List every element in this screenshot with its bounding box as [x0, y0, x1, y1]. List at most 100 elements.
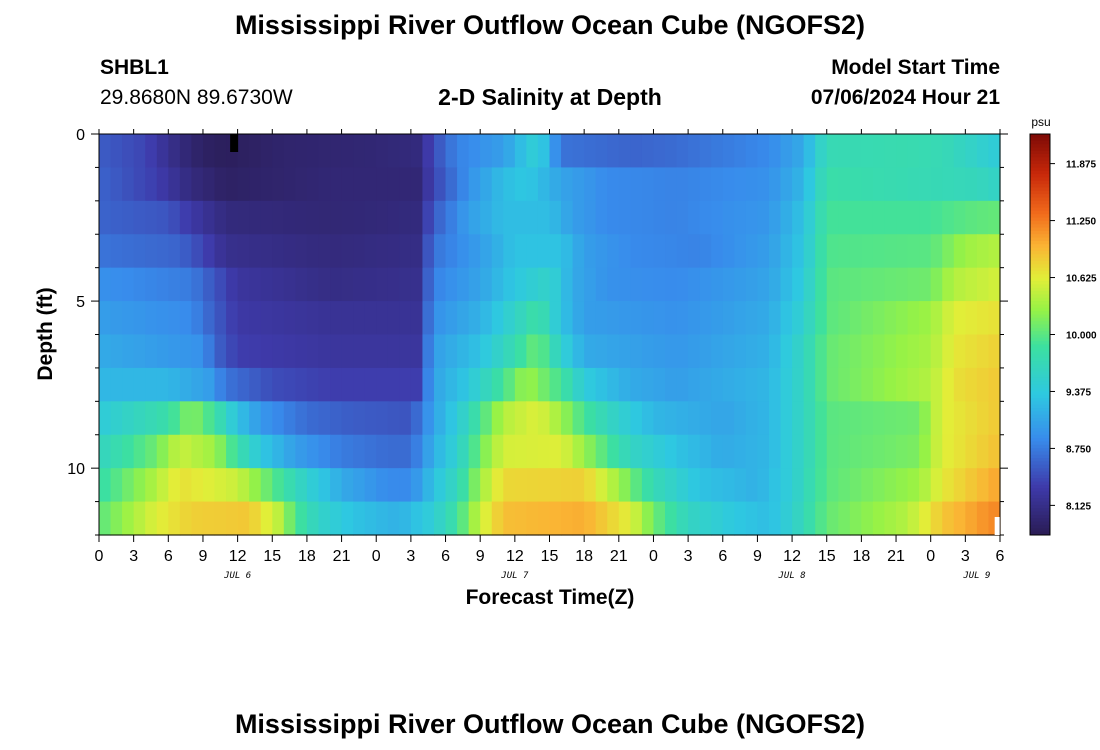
colorbar-segment	[1030, 431, 1050, 436]
heatmap-cell	[110, 267, 123, 302]
heatmap-cell	[283, 434, 296, 469]
heatmap-cell	[168, 200, 181, 235]
colorbar-segment	[1030, 414, 1050, 419]
heatmap-cell	[815, 200, 828, 235]
heatmap-cell	[676, 501, 689, 536]
heatmap-cell	[249, 267, 262, 302]
heatmap-cell	[537, 267, 551, 302]
heatmap-cell	[872, 468, 886, 503]
heatmap-cell	[768, 167, 782, 202]
heatmap-cell	[353, 367, 366, 402]
colorbar-segment	[1030, 468, 1050, 473]
heatmap-cell	[549, 267, 562, 302]
x-tick-label: 12	[783, 548, 801, 565]
heatmap-cell	[364, 501, 377, 536]
page-title: Mississippi River Outflow Ocean Cube (NG…	[234, 10, 866, 40]
heatmap-cell	[503, 234, 516, 269]
heatmap-cell	[688, 134, 701, 169]
heatmap-cell	[445, 167, 458, 202]
heatmap-cell	[503, 134, 516, 169]
heatmap-cell	[953, 134, 966, 169]
heatmap-cell	[688, 434, 701, 469]
heatmap-cell	[122, 434, 135, 469]
model-start-value: 07/06/2024 Hour 21	[810, 86, 1000, 109]
white-marker	[994, 517, 1000, 535]
heatmap-cell	[341, 267, 354, 302]
heatmap-cell	[780, 401, 793, 436]
heatmap-cell	[330, 367, 343, 402]
heatmap-cell	[976, 367, 990, 402]
heatmap-cell	[376, 234, 389, 269]
colorbar-segment	[1030, 200, 1050, 205]
heatmap-cell	[618, 401, 631, 436]
colorbar-segment	[1030, 514, 1050, 519]
heatmap-cell	[884, 334, 897, 369]
colorbar-segment	[1030, 347, 1050, 352]
heatmap-cell	[399, 167, 412, 202]
heatmap-cell	[179, 367, 193, 402]
heatmap-cell	[468, 267, 481, 302]
heatmap-cell	[688, 468, 701, 503]
heatmap-cell	[872, 434, 886, 469]
heatmap-cell	[549, 401, 562, 436]
heatmap-cell	[260, 301, 273, 336]
heatmap-cell	[214, 134, 227, 169]
heatmap-cell	[711, 401, 724, 436]
heatmap-cell	[514, 134, 527, 169]
heatmap-cell	[872, 501, 886, 536]
heatmap-cell	[653, 501, 666, 536]
heatmap-cell	[607, 468, 620, 503]
heatmap-cell	[272, 468, 285, 503]
heatmap-cell	[457, 301, 470, 336]
heatmap-cell	[168, 301, 181, 336]
heatmap-cell	[433, 501, 447, 536]
heatmap-cell	[214, 501, 227, 536]
heatmap-cell	[445, 501, 458, 536]
heatmap-cell	[306, 200, 320, 235]
heatmap-cell	[237, 468, 250, 503]
heatmap-cell	[699, 401, 712, 436]
heatmap-cell	[641, 367, 655, 402]
heatmap-cell	[468, 134, 481, 169]
heatmap-cell	[445, 301, 458, 336]
heatmap-cell	[838, 468, 851, 503]
heatmap-cell	[872, 367, 886, 402]
heatmap-cell	[283, 234, 296, 269]
heatmap-cell	[930, 234, 943, 269]
heatmap-cell	[734, 401, 747, 436]
heatmap-cell	[561, 401, 574, 436]
heatmap-cell	[202, 434, 216, 469]
heatmap-cell	[838, 267, 851, 302]
heatmap-cell	[722, 267, 735, 302]
heatmap-cell	[965, 401, 978, 436]
heatmap-cell	[676, 468, 689, 503]
heatmap-cell	[826, 267, 839, 302]
heatmap-cell	[526, 134, 539, 169]
heatmap-cell	[549, 334, 562, 369]
heatmap-cell	[364, 401, 377, 436]
heatmap-cell	[145, 468, 158, 503]
heatmap-cell	[676, 401, 689, 436]
heatmap-cell	[699, 434, 712, 469]
heatmap-cell	[549, 367, 562, 402]
colorbar-segment	[1030, 404, 1050, 409]
heatmap-cell	[653, 434, 666, 469]
heatmap-cell	[168, 134, 181, 169]
heatmap-cell	[376, 267, 389, 302]
heatmap-cell	[260, 401, 273, 436]
heatmap-cell	[399, 501, 412, 536]
heatmap-cell	[202, 401, 216, 436]
heatmap-cell	[653, 167, 666, 202]
heatmap-cell	[226, 334, 239, 369]
heatmap-cell	[676, 200, 689, 235]
colorbar-segment	[1030, 494, 1050, 499]
x-tick-label: 0	[372, 548, 381, 565]
heatmap-cell	[803, 468, 816, 503]
heatmap-cell	[792, 234, 805, 269]
heatmap-cell	[930, 401, 943, 436]
heatmap-cell	[237, 167, 250, 202]
heatmap-cell	[376, 200, 389, 235]
heatmap-cell	[572, 501, 585, 536]
heatmap-cell	[202, 167, 216, 202]
heatmap-cell	[919, 301, 932, 336]
